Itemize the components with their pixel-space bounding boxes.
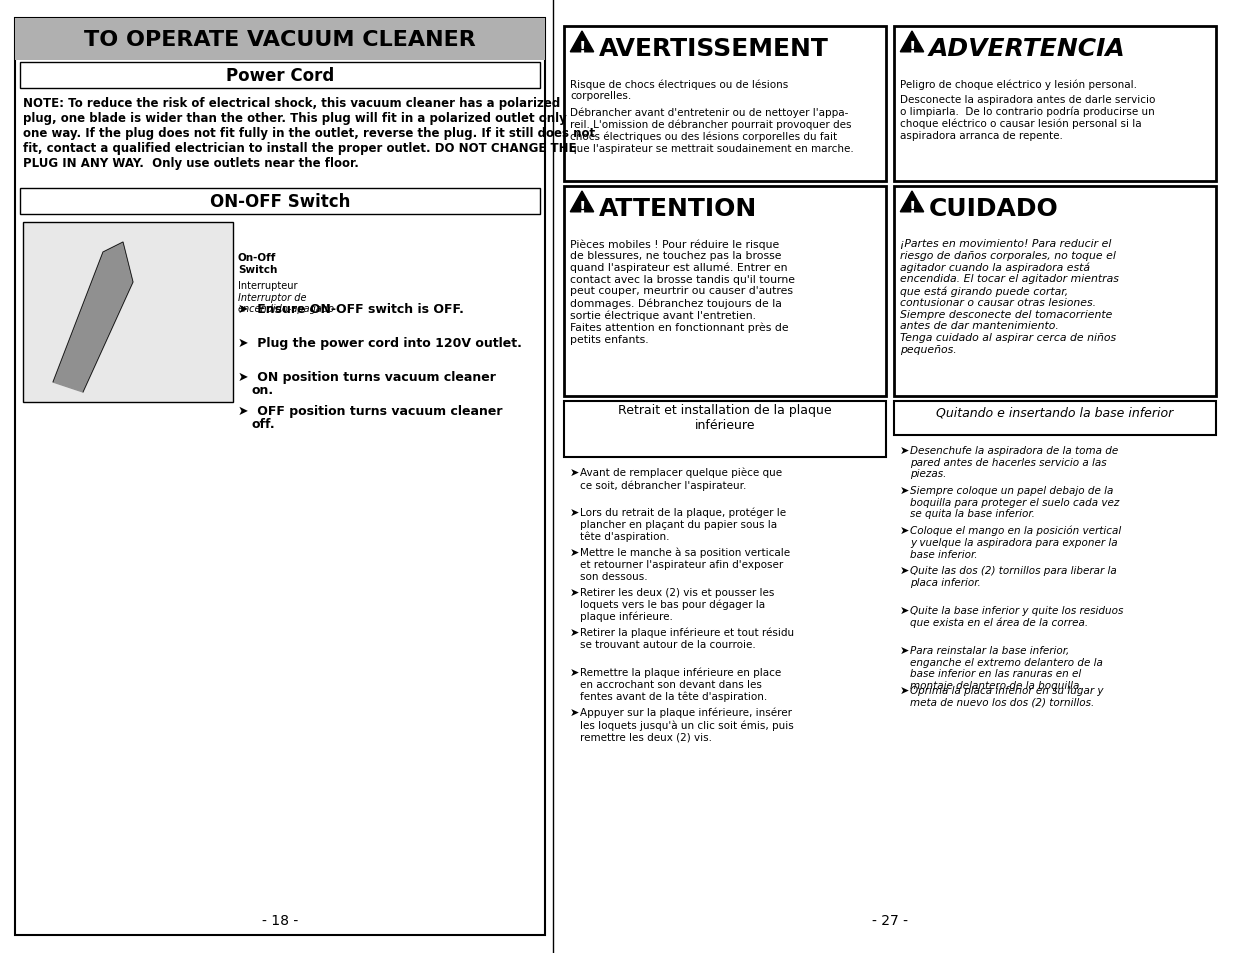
Text: Pièces mobiles ! Pour réduire le risque
de blessures, ne touchez pas la brosse
q: Pièces mobiles ! Pour réduire le risque … — [571, 239, 795, 344]
Polygon shape — [53, 243, 133, 393]
FancyBboxPatch shape — [894, 27, 1216, 182]
Text: ➤: ➤ — [571, 587, 579, 598]
Text: ➤: ➤ — [900, 645, 909, 656]
Text: ➤: ➤ — [571, 707, 579, 718]
Text: !: ! — [908, 41, 915, 56]
Text: ➤: ➤ — [900, 525, 909, 536]
Text: !: ! — [578, 41, 585, 56]
Text: Desenchufe la aspiradora de la toma de
pared antes de hacerles servicio a las
pi: Desenchufe la aspiradora de la toma de p… — [910, 446, 1118, 478]
Text: Siempre coloque un papel debajo de la
boquilla para proteger el suelo cada vez
s: Siempre coloque un papel debajo de la bo… — [910, 485, 1119, 518]
Text: Desconecte la aspiradora antes de darle servicio
o limpiarla.  De lo contrario p: Desconecte la aspiradora antes de darle … — [900, 95, 1156, 141]
Text: ➤: ➤ — [900, 685, 909, 696]
FancyBboxPatch shape — [20, 63, 540, 89]
Text: ➤: ➤ — [900, 605, 909, 616]
FancyBboxPatch shape — [20, 189, 540, 214]
Text: ➤  OFF position turns vacuum cleaner: ➤ OFF position turns vacuum cleaner — [238, 405, 503, 417]
Text: encendido-apagado: encendido-apagado — [238, 304, 335, 314]
Text: Power Cord: Power Cord — [226, 67, 335, 85]
Text: Débrancher avant d'entretenir ou de nettoyer l'appa-
reil. L'omission de débranc: Débrancher avant d'entretenir ou de nett… — [571, 107, 853, 153]
Text: AVERTISSEMENT: AVERTISSEMENT — [599, 37, 829, 61]
FancyBboxPatch shape — [894, 401, 1216, 436]
Text: ➤: ➤ — [900, 485, 909, 496]
Text: - 27 -: - 27 - — [872, 913, 908, 927]
Text: Quitando e insertando la base inferior: Quitando e insertando la base inferior — [936, 407, 1173, 419]
Text: ➤: ➤ — [571, 667, 579, 678]
Text: On-Off
Switch: On-Off Switch — [238, 253, 278, 274]
Text: ➤: ➤ — [900, 446, 909, 456]
Text: Retirer les deux (2) vis et pousser les
loquets vers le bas pour dégager la
plaq: Retirer les deux (2) vis et pousser les … — [580, 587, 774, 621]
Text: Avant de remplacer quelque pièce que
ce soit, débrancher l'aspirateur.: Avant de remplacer quelque pièce que ce … — [580, 468, 782, 490]
FancyBboxPatch shape — [564, 27, 885, 182]
Text: NOTE: To reduce the risk of electrical shock, this vacuum cleaner has a polarize: NOTE: To reduce the risk of electrical s… — [23, 97, 595, 170]
Text: ADVERTENCIA: ADVERTENCIA — [929, 37, 1126, 61]
Polygon shape — [900, 32, 924, 52]
Text: Lors du retrait de la plaque, protéger le
plancher en plaçant du papier sous la
: Lors du retrait de la plaque, protéger l… — [580, 507, 787, 541]
Polygon shape — [571, 192, 594, 213]
Text: Quite las dos (2) tornillos para liberar la
placa inferior.: Quite las dos (2) tornillos para liberar… — [910, 565, 1116, 587]
Text: Interrupteur: Interrupteur — [238, 281, 298, 291]
Text: ON-OFF Switch: ON-OFF Switch — [210, 193, 351, 211]
Text: TO OPERATE VACUUM CLEANER: TO OPERATE VACUUM CLEANER — [84, 30, 475, 50]
Text: Coloque el mango en la posición vertical
y vuelque la aspiradora para exponer la: Coloque el mango en la posición vertical… — [910, 525, 1121, 559]
Text: CUIDADO: CUIDADO — [929, 196, 1058, 221]
Text: ➤: ➤ — [571, 507, 579, 517]
Polygon shape — [900, 192, 924, 213]
Text: !: ! — [578, 201, 585, 216]
Text: on.: on. — [252, 384, 274, 396]
Text: off.: off. — [252, 417, 275, 431]
Text: Peligro de choque eléctrico y lesión personal.: Peligro de choque eléctrico y lesión per… — [900, 79, 1137, 90]
Text: ➤  Plug the power cord into 120V outlet.: ➤ Plug the power cord into 120V outlet. — [238, 336, 522, 350]
Text: Appuyer sur la plaque inférieure, insérer
les loquets jusqu'à un clic soit émis,: Appuyer sur la plaque inférieure, insére… — [580, 707, 794, 741]
Text: ¡Partes en movimiento! Para reducir el
riesgo de daños corporales, no toque el
a: ¡Partes en movimiento! Para reducir el r… — [900, 239, 1119, 355]
Text: ATTENTION: ATTENTION — [599, 196, 757, 221]
FancyBboxPatch shape — [564, 187, 885, 396]
Text: ➤  ON position turns vacuum cleaner: ➤ ON position turns vacuum cleaner — [238, 371, 496, 384]
FancyBboxPatch shape — [564, 401, 885, 457]
Polygon shape — [571, 32, 594, 52]
Text: - 18 -: - 18 - — [262, 913, 298, 927]
Text: Para reinstalar la base inferior,
enganche el extremo delantero de la
base infer: Para reinstalar la base inferior, enganc… — [910, 645, 1103, 690]
Text: ➤: ➤ — [571, 468, 579, 477]
Text: Remettre la plaque inférieure en place
en accrochant son devant dans les
fentes : Remettre la plaque inférieure en place e… — [580, 667, 782, 701]
Text: !: ! — [908, 201, 915, 216]
Text: ➤: ➤ — [900, 565, 909, 576]
Text: Risque de chocs électriques ou de lésions
corporelles.: Risque de chocs électriques ou de lésion… — [571, 79, 788, 101]
FancyBboxPatch shape — [894, 187, 1216, 396]
FancyBboxPatch shape — [23, 223, 233, 402]
Text: ➤: ➤ — [571, 547, 579, 558]
Text: Mettre le manche à sa position verticale
et retourner l'aspirateur afin d'expose: Mettre le manche à sa position verticale… — [580, 547, 790, 581]
Text: ➤  Ensure ON-OFF switch is OFF.: ➤ Ensure ON-OFF switch is OFF. — [238, 303, 464, 315]
Text: Quite la base inferior y quite los residuos
que exista en el área de la correa.: Quite la base inferior y quite los resid… — [910, 605, 1124, 627]
FancyBboxPatch shape — [15, 19, 545, 61]
Text: Interruptor de: Interruptor de — [238, 293, 306, 303]
Text: ➤: ➤ — [571, 627, 579, 638]
Text: Oprima la placa inferior en su lugar y
meta de nuevo los dos (2) tornillos.: Oprima la placa inferior en su lugar y m… — [910, 685, 1104, 707]
Text: Retrait et installation de la plaque
inférieure: Retrait et installation de la plaque inf… — [619, 403, 832, 432]
Text: Retirer la plaque inférieure et tout résidu
se trouvant autour de la courroie.: Retirer la plaque inférieure et tout rés… — [580, 627, 794, 649]
FancyBboxPatch shape — [15, 19, 545, 935]
